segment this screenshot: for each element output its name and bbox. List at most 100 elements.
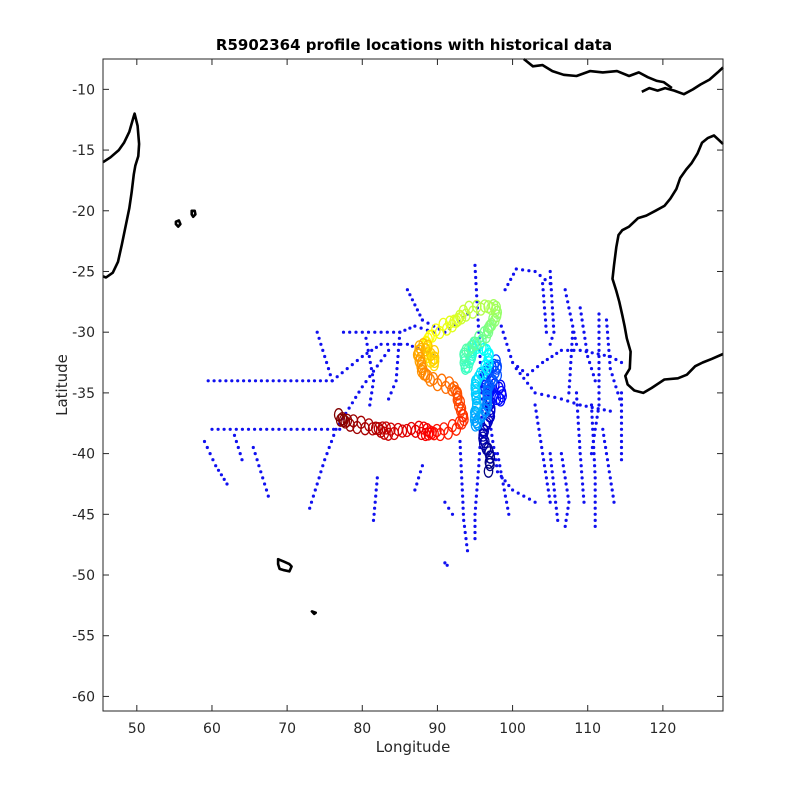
historical-profile-dot (373, 506, 377, 510)
float-profile-marker (414, 420, 424, 434)
y-tick-label: -55 (72, 629, 95, 645)
y-tick-label: -30 (72, 325, 95, 341)
historical-profile-dot (541, 452, 545, 456)
historical-profile-dot (502, 488, 506, 492)
historical-profile-dot (368, 403, 372, 407)
historical-profile-dot (397, 342, 401, 346)
historical-profile-dot (219, 473, 223, 477)
historical-profile-dot (458, 439, 462, 444)
historical-profile-dot (550, 336, 554, 340)
historical-profile-dot (554, 506, 558, 510)
historical-profile-dot (202, 439, 207, 444)
float-profile-marker (470, 406, 481, 420)
historical-profile-dot (216, 427, 220, 431)
y-tick-label: -35 (72, 386, 95, 402)
historical-profile-dot (593, 500, 597, 504)
historical-profile-dot (392, 342, 396, 346)
historical-profile-dot (572, 348, 576, 352)
historical-profile-dot (597, 318, 601, 322)
historical-profile-dot (608, 409, 612, 413)
historical-profile-dot (327, 445, 331, 450)
historical-profile-dot (374, 488, 378, 492)
float-profile-marker (494, 391, 504, 406)
float-profile-marker (495, 379, 506, 393)
historical-profile-dot (578, 306, 582, 310)
historical-profile-dot (559, 348, 564, 352)
historical-profile-dot (591, 373, 596, 377)
historical-profile-dot (580, 470, 584, 474)
historical-profile-dot (522, 376, 526, 380)
y-tick-label: -40 (72, 447, 95, 463)
historical-profile-dot (497, 458, 501, 462)
historical-profile-dot (569, 354, 573, 359)
historical-profile-dot (370, 391, 374, 395)
historical-profile-dot (311, 494, 315, 498)
historical-profile-dot (582, 330, 586, 334)
historical-profile-dot (509, 354, 513, 359)
historical-profile-dot (602, 408, 606, 412)
historical-profile-dot (603, 439, 607, 444)
historical-profile-dot (253, 427, 257, 431)
x-tick-label: 100 (499, 721, 526, 737)
historical-profile-dot (540, 392, 544, 396)
historical-profile-dot (330, 379, 334, 383)
island-reunion (174, 219, 182, 228)
historical-profile-dot (370, 373, 375, 377)
historical-profile-dot (538, 273, 542, 278)
float-profile-marker (464, 300, 474, 314)
historical-profile-dot (498, 464, 502, 468)
historical-profile-dot (550, 354, 554, 359)
float-profile-marker (444, 315, 455, 329)
historical-profile-dot (317, 336, 321, 340)
historical-profile-dot (206, 379, 210, 383)
historical-profile-dot (540, 445, 544, 450)
historical-profile-dot (526, 373, 530, 377)
historical-profile-dot (580, 476, 584, 480)
plot-frame (102, 58, 724, 712)
historical-profile-dot (465, 543, 469, 547)
historical-profile-dot (375, 476, 379, 480)
historical-profile-dot (321, 348, 325, 352)
historical-profile-dot (597, 342, 601, 346)
historical-profile-dot (271, 427, 275, 431)
historical-profile-dot (593, 524, 597, 529)
historical-profile-dot (236, 445, 240, 450)
historical-profile-dot (567, 385, 571, 389)
historical-profile-dot (477, 464, 481, 468)
historical-profile-dot (360, 330, 364, 334)
historical-profile-dot (511, 272, 516, 276)
historical-profile-dot (570, 348, 574, 352)
historical-profile-dot (559, 452, 564, 456)
float-profile-marker (459, 356, 470, 370)
historical-profile-dot (581, 488, 585, 492)
historical-profile-dot (566, 300, 570, 304)
historical-profile-dot (354, 330, 358, 334)
historical-profile-dot (318, 379, 322, 383)
historical-profile-dot (533, 403, 537, 407)
historical-profile-dot (543, 318, 548, 322)
y-tick-label: -20 (72, 204, 95, 220)
historical-profile-dot (313, 488, 317, 492)
historical-profile-dot (473, 263, 477, 267)
historical-profile-dot (510, 360, 515, 365)
historical-profile-dot (348, 330, 352, 334)
historical-profile-dot (542, 306, 547, 310)
historical-profile-dot (477, 458, 481, 462)
historical-profile-dot (394, 379, 398, 383)
historical-profile-dot (616, 391, 620, 395)
historical-profile-dot (576, 421, 580, 425)
historical-profile-dot (551, 476, 555, 480)
historical-profile-dot (395, 367, 399, 371)
historical-profile-dot (594, 421, 598, 425)
historical-profile-dot (565, 488, 569, 492)
historical-profile-dot (554, 500, 558, 504)
historical-profile-dot (526, 381, 530, 385)
chart-title: R5902364 profile locations with historic… (216, 36, 612, 54)
historical-profile-dot (583, 336, 587, 340)
historical-profile-dot (507, 483, 511, 488)
coastline-australia-west (641, 66, 724, 96)
historical-profile-dot (326, 367, 331, 371)
historical-profile-dot (379, 342, 383, 346)
historical-profile-dot (564, 294, 569, 298)
